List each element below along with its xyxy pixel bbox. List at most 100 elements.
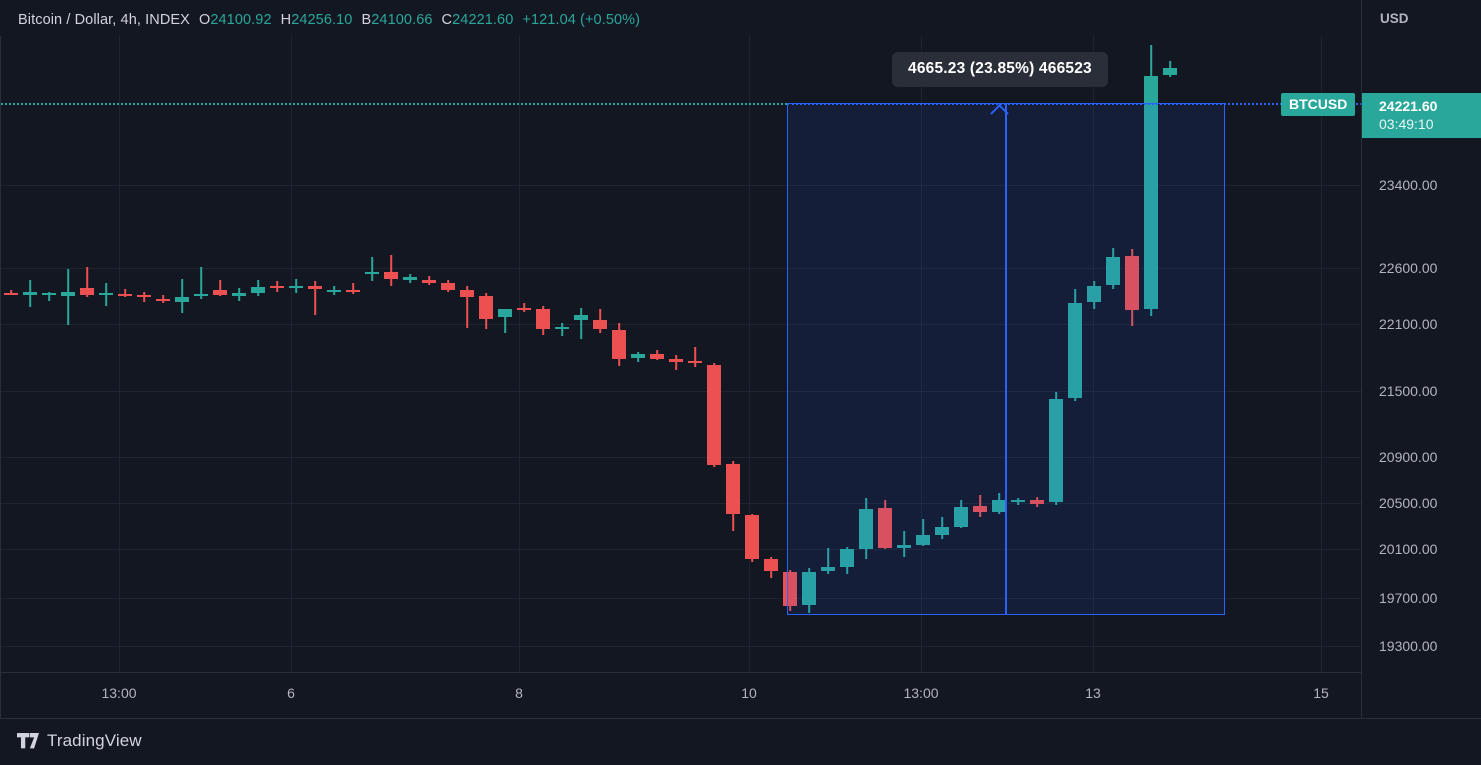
candlestick[interactable] — [232, 288, 246, 301]
candle-wick — [827, 548, 829, 575]
time-axis[interactable]: 13:00 6 8 10 13:00 13 15 — [0, 672, 1361, 718]
candlestick[interactable] — [4, 290, 18, 296]
price-axis-tick-label: 23400.00 — [1379, 177, 1438, 193]
candlestick[interactable] — [764, 556, 778, 578]
candlestick[interactable] — [1087, 280, 1101, 310]
candlestick[interactable] — [1030, 496, 1044, 508]
candle-wick — [67, 269, 69, 325]
candle-body — [859, 509, 873, 550]
candlestick[interactable] — [536, 305, 550, 336]
candlestick[interactable] — [612, 323, 626, 366]
candle-wick — [390, 255, 392, 286]
candlestick[interactable] — [327, 285, 341, 296]
candlestick[interactable] — [156, 295, 170, 304]
legend-change-value: +121.04 (+0.50%) — [522, 12, 641, 28]
candlestick[interactable] — [1068, 289, 1082, 402]
candlestick[interactable] — [498, 309, 512, 333]
current-price-badge[interactable]: 24221.60 03:49:10 — [1362, 93, 1481, 138]
candlestick[interactable] — [61, 269, 75, 325]
candle-body — [517, 308, 531, 311]
candlestick[interactable] — [783, 569, 797, 611]
candle-body — [441, 283, 455, 291]
candlestick[interactable] — [992, 492, 1006, 515]
candlestick[interactable] — [213, 279, 227, 297]
candlestick[interactable] — [593, 309, 607, 333]
candlestick[interactable] — [80, 266, 94, 298]
gridline-horizontal — [1, 324, 1361, 325]
candlestick[interactable] — [403, 273, 417, 284]
candle-wick — [181, 278, 183, 313]
candlestick[interactable] — [555, 323, 569, 337]
candlestick[interactable] — [1163, 60, 1177, 78]
candlestick[interactable] — [1125, 249, 1139, 326]
gridline-horizontal — [1, 457, 1361, 458]
candlestick[interactable] — [859, 497, 873, 559]
candle-body — [1163, 67, 1177, 75]
candlestick[interactable] — [175, 278, 189, 313]
tradingview-logo[interactable]: TradingView — [17, 731, 142, 751]
candlestick[interactable] — [137, 291, 151, 303]
price-axis[interactable]: USD 23400.00 22600.00 22100.00 21500.00 2090… — [1361, 0, 1481, 718]
candlestick[interactable] — [270, 280, 284, 292]
candlestick[interactable] — [821, 548, 835, 575]
candlestick[interactable] — [935, 516, 949, 539]
candle-body — [4, 292, 18, 295]
candlestick[interactable] — [118, 289, 132, 298]
candlestick[interactable] — [840, 547, 854, 575]
candlestick[interactable] — [878, 500, 892, 550]
candlestick[interactable] — [954, 500, 968, 529]
candlestick[interactable] — [802, 568, 816, 614]
current-price-line-right — [787, 103, 1361, 105]
candle-body — [1068, 303, 1082, 398]
candlestick[interactable] — [973, 495, 987, 517]
candle-body — [916, 535, 930, 545]
candlestick[interactable] — [1106, 248, 1120, 290]
gridline-horizontal — [1, 646, 1361, 647]
candlestick[interactable] — [1049, 391, 1063, 505]
candlestick[interactable] — [308, 280, 322, 316]
candlestick[interactable] — [574, 308, 588, 339]
candlestick[interactable] — [365, 257, 379, 281]
candle-wick — [219, 279, 221, 297]
candle-body — [840, 549, 854, 568]
candlestick[interactable] — [916, 518, 930, 546]
price-axis-currency-label: USD — [1380, 11, 1409, 26]
candlestick[interactable] — [726, 461, 740, 531]
candlestick[interactable] — [289, 278, 303, 293]
candlestick[interactable] — [707, 363, 721, 468]
candlestick[interactable] — [346, 283, 360, 294]
candlestick[interactable] — [650, 350, 664, 360]
candlestick[interactable] — [460, 285, 474, 329]
candlestick[interactable] — [479, 292, 493, 330]
candle-body — [308, 285, 322, 290]
chart-plot-area[interactable] — [1, 36, 1361, 672]
candle-body — [935, 527, 949, 536]
candlestick[interactable] — [669, 355, 683, 371]
legend-symbol-title[interactable]: Bitcoin / Dollar, 4h, INDEX — [18, 12, 190, 28]
candle-wick — [580, 308, 582, 339]
chart-pane[interactable] — [0, 36, 1361, 672]
chart-legend[interactable]: Bitcoin / Dollar, 4h, INDEX O24100.92 H242… — [18, 10, 640, 30]
candle-wick — [48, 291, 50, 301]
candle-body — [707, 364, 721, 465]
candlestick[interactable] — [517, 303, 531, 312]
candlestick[interactable] — [42, 291, 56, 301]
candle-body — [479, 296, 493, 319]
candlestick[interactable] — [631, 351, 645, 363]
candlestick[interactable] — [194, 266, 208, 299]
gridline-vertical — [1093, 36, 1094, 672]
candlestick[interactable] — [251, 279, 265, 297]
candlestick[interactable] — [745, 514, 759, 563]
candlestick[interactable] — [897, 530, 911, 557]
candlestick[interactable] — [1011, 497, 1025, 505]
candlestick[interactable] — [99, 283, 113, 306]
candlestick[interactable] — [441, 279, 455, 292]
candle-wick — [352, 283, 354, 294]
candlestick[interactable] — [1144, 45, 1158, 317]
candlestick[interactable] — [384, 255, 398, 286]
candlestick[interactable] — [688, 346, 702, 367]
candle-body — [631, 353, 645, 358]
candlestick[interactable] — [422, 276, 436, 285]
candlestick[interactable] — [23, 279, 37, 307]
price-axis-tick-label: 20500.00 — [1379, 495, 1438, 511]
